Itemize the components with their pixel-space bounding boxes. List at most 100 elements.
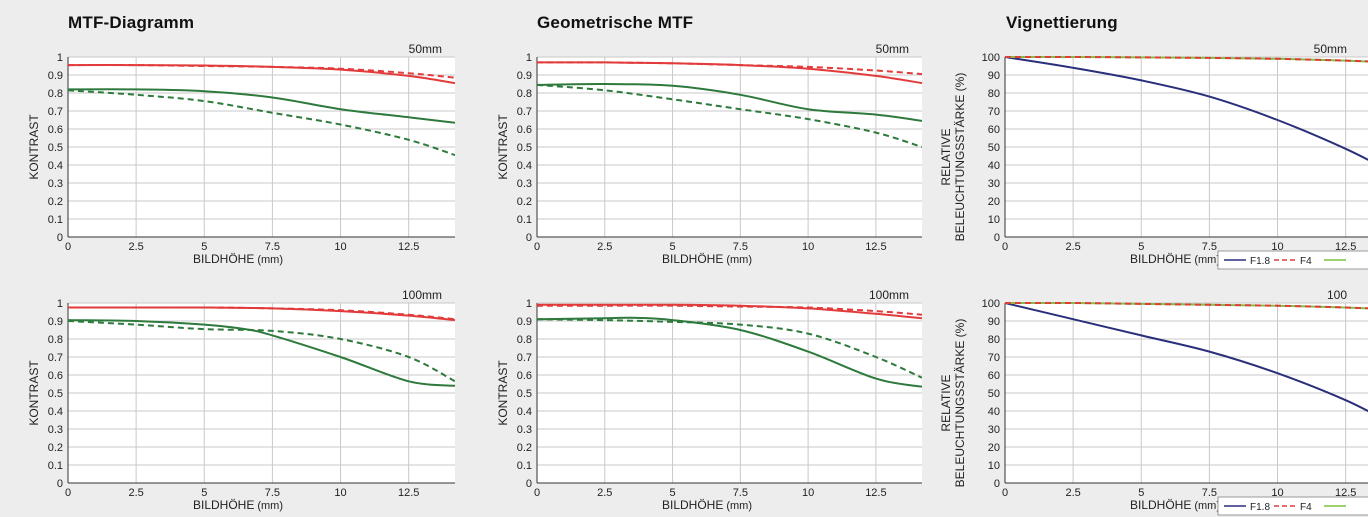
y-tick-label: 0.5: [517, 142, 532, 154]
focal-length-annotation: 100mm: [869, 288, 909, 302]
y-tick-label: 0.7: [48, 106, 63, 118]
series-line-red-dashed: [1005, 301, 1368, 310]
x-tick-label: 0: [65, 241, 71, 253]
x-tick-label: 7.5: [265, 487, 280, 499]
legend-label: F4: [1300, 256, 1312, 267]
y-tick-label: 0.1: [48, 460, 63, 472]
y-tick-label: 30: [988, 424, 1000, 436]
x-axis-label: BILDHÖHE (mm): [1130, 498, 1220, 512]
x-tick-label: 0: [534, 241, 540, 253]
y-tick-label: 0.9: [48, 70, 63, 82]
y-axis-label-line: RELATIVE: [939, 374, 953, 431]
x-tick-label: 5: [670, 241, 676, 253]
focal-length-annotation: 50mm: [409, 42, 442, 56]
series-line-red-dashed: [1005, 55, 1368, 63]
y-tick-label: 0.3: [48, 424, 63, 436]
y-tick-label: 0.3: [517, 178, 532, 190]
x-tick-label: 12.5: [865, 487, 886, 499]
x-tick-label: 10: [1271, 487, 1283, 499]
chart-vig-50: 0 10 20 30 40 50 60 70 80 90 100 0 2.5 5 7.5 10 12.5 BILD…: [939, 42, 1368, 270]
y-tick-label: 1: [57, 52, 63, 64]
y-tick-label: 0.6: [48, 124, 63, 136]
y-tick-label: 0: [526, 478, 532, 490]
y-axis-label-line: RELATIVE: [939, 128, 953, 185]
x-tick-label: 7.5: [1202, 487, 1217, 499]
x-tick-label: 12.5: [1335, 487, 1356, 499]
y-tick-label: 0.3: [517, 424, 532, 436]
legend: F1.8 F4: [1217, 250, 1368, 270]
vignetting-section-title: Vignettierung: [1006, 13, 1118, 32]
y-tick-label: 0.5: [517, 388, 532, 400]
y-tick-label: 0.5: [48, 388, 63, 400]
x-axis-label: BILDHÖHE (mm): [662, 498, 752, 512]
y-tick-label: 0.6: [517, 370, 532, 382]
y-tick-label: 60: [988, 370, 1000, 382]
y-tick-label: 0.9: [517, 70, 532, 82]
y-tick-label: 80: [988, 334, 1000, 346]
series-line-red-dashed: [68, 64, 455, 79]
y-tick-label: 100: [982, 298, 1000, 310]
x-tick-label: 5: [201, 487, 207, 499]
y-tick-label: 0.4: [48, 406, 63, 418]
y-tick-label: 60: [988, 124, 1000, 136]
y-tick-label: 0.9: [517, 316, 532, 328]
y-axis-label: KONTRAST: [27, 114, 41, 180]
y-tick-label: 0.2: [48, 442, 63, 454]
x-tick-label: 5: [1138, 487, 1144, 499]
x-tick-label: 2.5: [597, 487, 612, 499]
series-line-red-dashed: [68, 306, 455, 321]
x-axis-label: BILDHÖHE (mm): [193, 498, 283, 512]
y-tick-label: 70: [988, 106, 1000, 118]
y-tick-label: 0.7: [517, 352, 532, 364]
x-tick-label: 5: [670, 487, 676, 499]
y-tick-label: 50: [988, 388, 1000, 400]
y-tick-label: 0.2: [48, 196, 63, 208]
y-tick-label: 1: [526, 298, 532, 310]
legend-label: F1.8: [1250, 256, 1270, 267]
x-tick-label: 10: [334, 241, 346, 253]
x-tick-label: 0: [534, 487, 540, 499]
series-line-green-dashed: [537, 318, 922, 379]
y-tick-label: 0.8: [48, 334, 63, 346]
y-tick-label: 50: [988, 142, 1000, 154]
x-tick-label: 10: [1271, 241, 1283, 253]
y-tick-label: 0.2: [517, 442, 532, 454]
x-tick-label: 2.5: [128, 241, 143, 253]
series-line-navy-solid: [1005, 302, 1368, 413]
geometric-mtf-section-title: Geometrische MTF: [537, 13, 694, 32]
x-tick-label: 12.5: [865, 241, 886, 253]
x-tick-label: 2.5: [597, 241, 612, 253]
x-tick-label: 7.5: [733, 487, 748, 499]
focal-length-annotation: 50mm: [876, 42, 909, 56]
x-tick-label: 10: [802, 241, 814, 253]
chart-geo-50: 00.10.20.30.40.50.60.70.80.910 2.5 5 7.5 10 1…: [496, 42, 922, 266]
x-tick-label: 0: [1002, 241, 1008, 253]
mtf-section-title: MTF-Diagramm: [68, 13, 195, 32]
y-tick-label: 10: [988, 460, 1000, 472]
x-tick-label: 10: [802, 487, 814, 499]
x-tick-label: 10: [334, 487, 346, 499]
y-tick-label: 80: [988, 88, 1000, 100]
y-axis-label-line: BELEUCHTUNGSSTÄRKE (%): [953, 73, 967, 242]
y-tick-label: 1: [57, 298, 63, 310]
y-tick-label: 0.8: [517, 334, 532, 346]
x-tick-label: 7.5: [1202, 241, 1217, 253]
x-tick-label: 7.5: [733, 241, 748, 253]
legend-label: F1.8: [1250, 502, 1270, 513]
y-tick-label: 0.7: [48, 352, 63, 364]
y-tick-label: 0.2: [517, 196, 532, 208]
chart-mtf-50: 00.10.20.30.40.50.60.70.80.910 2.5 5 7.5 10 1…: [27, 42, 455, 266]
x-axis-label: BILDHÖHE (mm): [662, 252, 752, 266]
x-axis-label: BILDHÖHE (mm): [193, 252, 283, 266]
y-tick-label: 0.6: [517, 124, 532, 136]
y-tick-label: 0.4: [517, 406, 532, 418]
y-tick-label: 0: [57, 232, 63, 244]
y-axis-label: KONTRAST: [496, 114, 510, 180]
x-tick-label: 0: [65, 487, 71, 499]
focal-length-annotation: 100mm: [402, 288, 442, 302]
y-tick-label: 0.1: [517, 214, 532, 226]
y-tick-label: 10: [988, 214, 1000, 226]
y-tick-label: 0.4: [48, 160, 63, 172]
focal-length-annotation: 100: [1327, 288, 1347, 302]
